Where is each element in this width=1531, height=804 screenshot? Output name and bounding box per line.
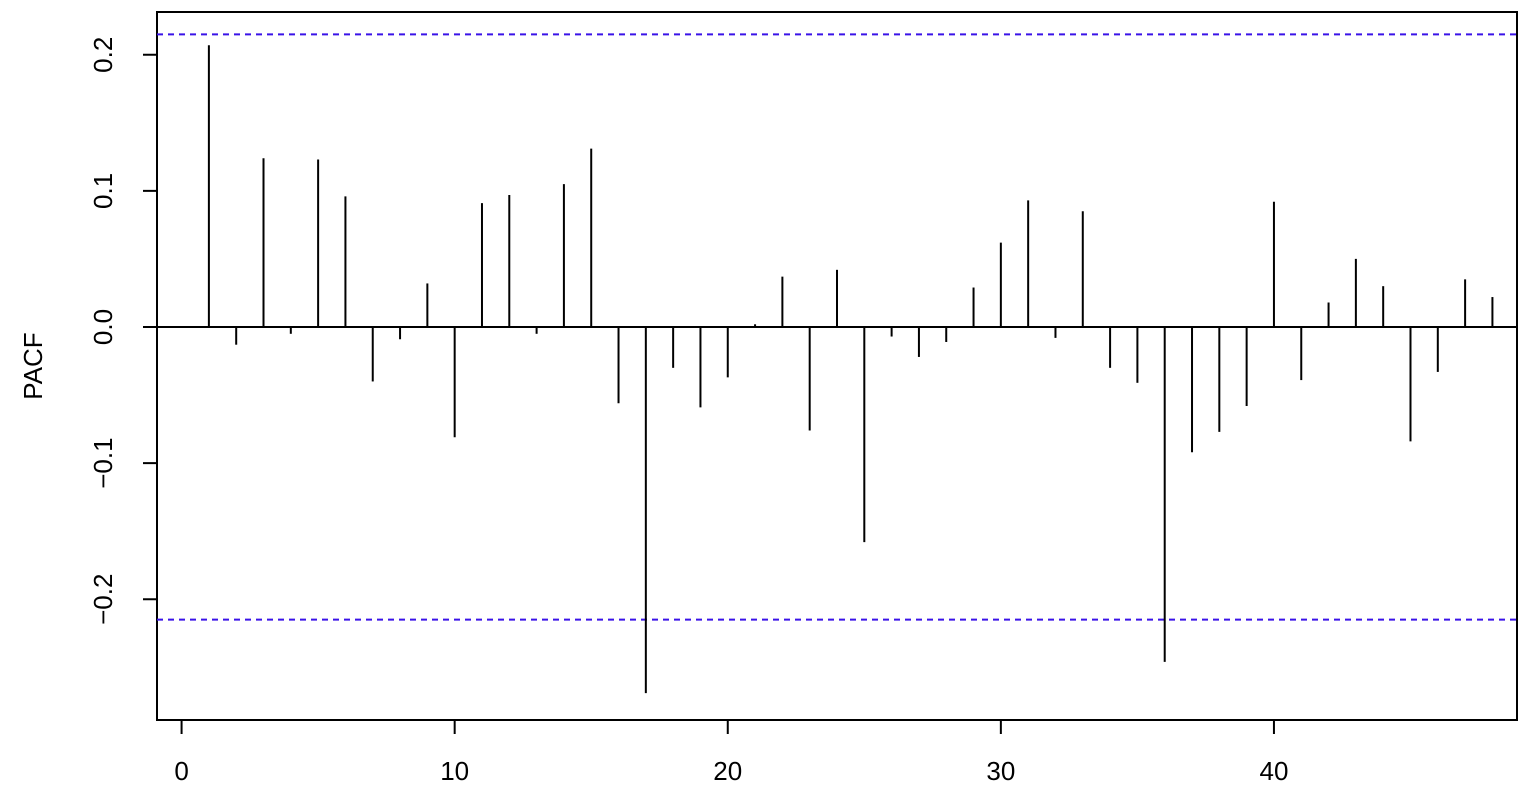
y-tick-label: −0.1: [88, 437, 118, 488]
y-tick-label: −0.2: [88, 574, 118, 625]
y-axis-title: PACF: [18, 332, 48, 399]
x-tick-label: 40: [1259, 756, 1288, 786]
x-tick-label: 30: [986, 756, 1015, 786]
x-axis: 0 10 20 30 40: [174, 719, 1288, 786]
confidence-bounds: [157, 33, 1517, 621]
x-tick-label: 10: [440, 756, 469, 786]
x-tick-label: 0: [174, 756, 188, 786]
y-tick-label: 0.1: [88, 173, 118, 209]
pacf-bars: [207, 45, 1494, 694]
y-tick-label: 0.0: [88, 309, 118, 345]
y-axis: −0.2 −0.1 0.0 0.1 0.2: [88, 37, 158, 625]
y-tick-label: 0.2: [88, 37, 118, 73]
plot-frame: [156, 11, 1518, 721]
x-tick-label: 20: [713, 756, 742, 786]
